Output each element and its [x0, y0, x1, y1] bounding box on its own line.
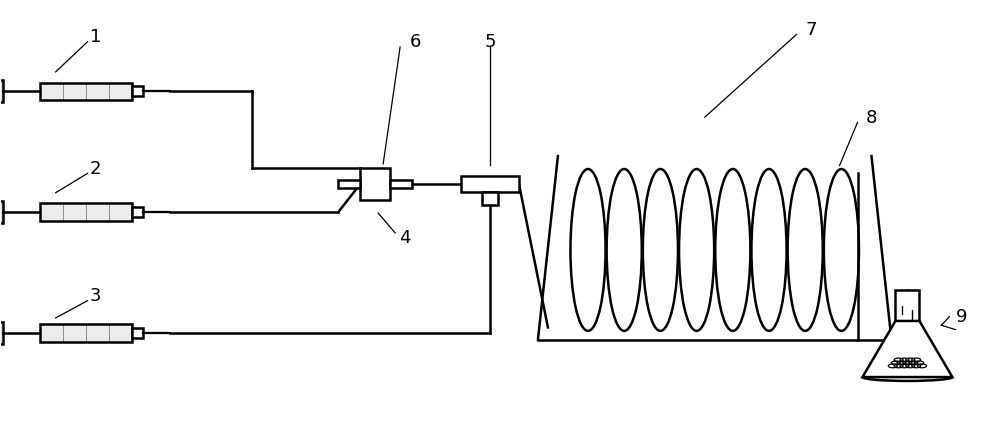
Text: 8: 8: [866, 109, 877, 127]
Bar: [132, 207, 143, 217]
Text: 3: 3: [90, 288, 101, 305]
Text: 7: 7: [806, 21, 817, 39]
Bar: [40, 324, 132, 342]
Bar: [132, 328, 143, 338]
Polygon shape: [862, 321, 952, 377]
Text: 4: 4: [399, 229, 411, 247]
Text: 2: 2: [90, 160, 101, 178]
Bar: [360, 168, 390, 200]
Bar: [338, 180, 360, 188]
Bar: [40, 83, 132, 100]
Bar: [40, 204, 132, 221]
Bar: [482, 192, 498, 205]
Bar: [0, 322, 3, 344]
Bar: [461, 176, 519, 192]
Bar: [390, 180, 412, 188]
Text: 5: 5: [484, 33, 496, 51]
Text: 6: 6: [409, 33, 421, 51]
Bar: [132, 86, 143, 97]
Bar: [0, 81, 3, 102]
Bar: [0, 201, 3, 223]
Text: 9: 9: [956, 307, 967, 326]
Bar: [895, 290, 919, 321]
Text: 1: 1: [90, 29, 101, 46]
